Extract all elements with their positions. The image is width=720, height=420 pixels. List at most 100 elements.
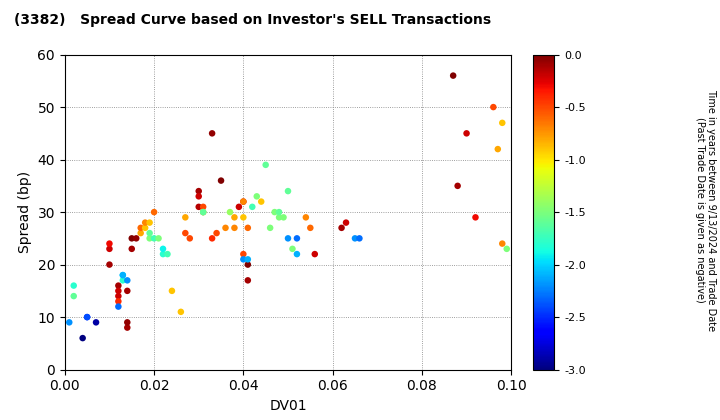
Point <box>81 314 93 320</box>
Point <box>220 224 231 231</box>
Point <box>282 188 294 194</box>
Point <box>447 72 459 79</box>
Point <box>117 277 129 284</box>
Point <box>354 235 365 242</box>
Point <box>197 209 209 215</box>
Point <box>122 287 133 294</box>
Point <box>126 245 138 252</box>
Point <box>144 230 156 236</box>
Point <box>233 203 245 210</box>
Point <box>77 335 89 341</box>
Point <box>349 235 361 242</box>
Point <box>104 240 115 247</box>
Point <box>184 235 196 242</box>
Point <box>497 240 508 247</box>
Point <box>256 198 267 205</box>
Point <box>122 277 133 284</box>
Point <box>238 198 249 205</box>
Point <box>112 293 124 299</box>
Point <box>140 224 151 231</box>
Point <box>238 251 249 257</box>
Point <box>278 214 289 221</box>
Point <box>175 308 186 315</box>
Point <box>215 177 227 184</box>
Point <box>501 245 513 252</box>
Point <box>291 251 302 257</box>
Point <box>157 245 168 252</box>
Point <box>148 209 160 215</box>
Point <box>452 182 464 189</box>
Point <box>112 303 124 310</box>
Point <box>126 235 138 242</box>
Point <box>211 230 222 236</box>
Point <box>140 219 151 226</box>
Point <box>492 146 503 152</box>
Point <box>197 209 209 215</box>
Point <box>242 277 253 284</box>
Point <box>122 324 133 331</box>
Point <box>157 251 168 257</box>
Point <box>264 224 276 231</box>
Point <box>487 104 499 110</box>
Point <box>179 214 191 221</box>
Point <box>68 282 79 289</box>
Point <box>274 209 285 215</box>
Point <box>207 235 218 242</box>
Point <box>238 214 249 221</box>
Point <box>291 235 302 242</box>
Point <box>117 272 129 278</box>
Point <box>238 198 249 205</box>
Point <box>469 214 481 221</box>
Point <box>112 298 124 305</box>
Point <box>197 203 209 210</box>
Point <box>193 193 204 199</box>
Text: (3382)   Spread Curve based on Investor's SELL Transactions: (3382) Spread Curve based on Investor's … <box>14 13 492 26</box>
Point <box>117 272 129 278</box>
Point <box>309 251 320 257</box>
Point <box>246 203 258 210</box>
Point <box>229 224 240 231</box>
Point <box>242 224 253 231</box>
Point <box>162 251 174 257</box>
Point <box>238 256 249 263</box>
X-axis label: DV01: DV01 <box>269 399 307 413</box>
Point <box>229 214 240 221</box>
Point <box>242 256 253 263</box>
Point <box>207 130 218 137</box>
Point <box>305 224 316 231</box>
Point <box>135 224 146 231</box>
Point <box>251 193 263 199</box>
Point <box>112 282 124 289</box>
Point <box>193 203 204 210</box>
Point <box>300 214 312 221</box>
Point <box>242 261 253 268</box>
Point <box>144 219 156 226</box>
Point <box>153 235 164 242</box>
Point <box>497 119 508 126</box>
Point <box>148 235 160 242</box>
Point <box>135 230 146 236</box>
Point <box>269 209 280 215</box>
Point <box>81 314 93 320</box>
Point <box>63 319 75 326</box>
Point <box>104 261 115 268</box>
Point <box>90 319 102 326</box>
Point <box>193 188 204 194</box>
Point <box>274 214 285 221</box>
Point <box>166 287 178 294</box>
Point <box>260 161 271 168</box>
Point <box>130 235 142 242</box>
Point <box>224 209 235 215</box>
Point <box>336 224 347 231</box>
Point <box>341 219 352 226</box>
Point <box>68 293 79 299</box>
Point <box>112 287 124 294</box>
Point <box>461 130 472 137</box>
Text: Time in years between 9/13/2024 and Trade Date
(Past Trade Date is given as nega: Time in years between 9/13/2024 and Trad… <box>695 89 716 331</box>
Point <box>104 245 115 252</box>
Point <box>179 230 191 236</box>
Point <box>287 245 298 252</box>
Point <box>282 235 294 242</box>
Point <box>122 319 133 326</box>
Point <box>197 209 209 215</box>
